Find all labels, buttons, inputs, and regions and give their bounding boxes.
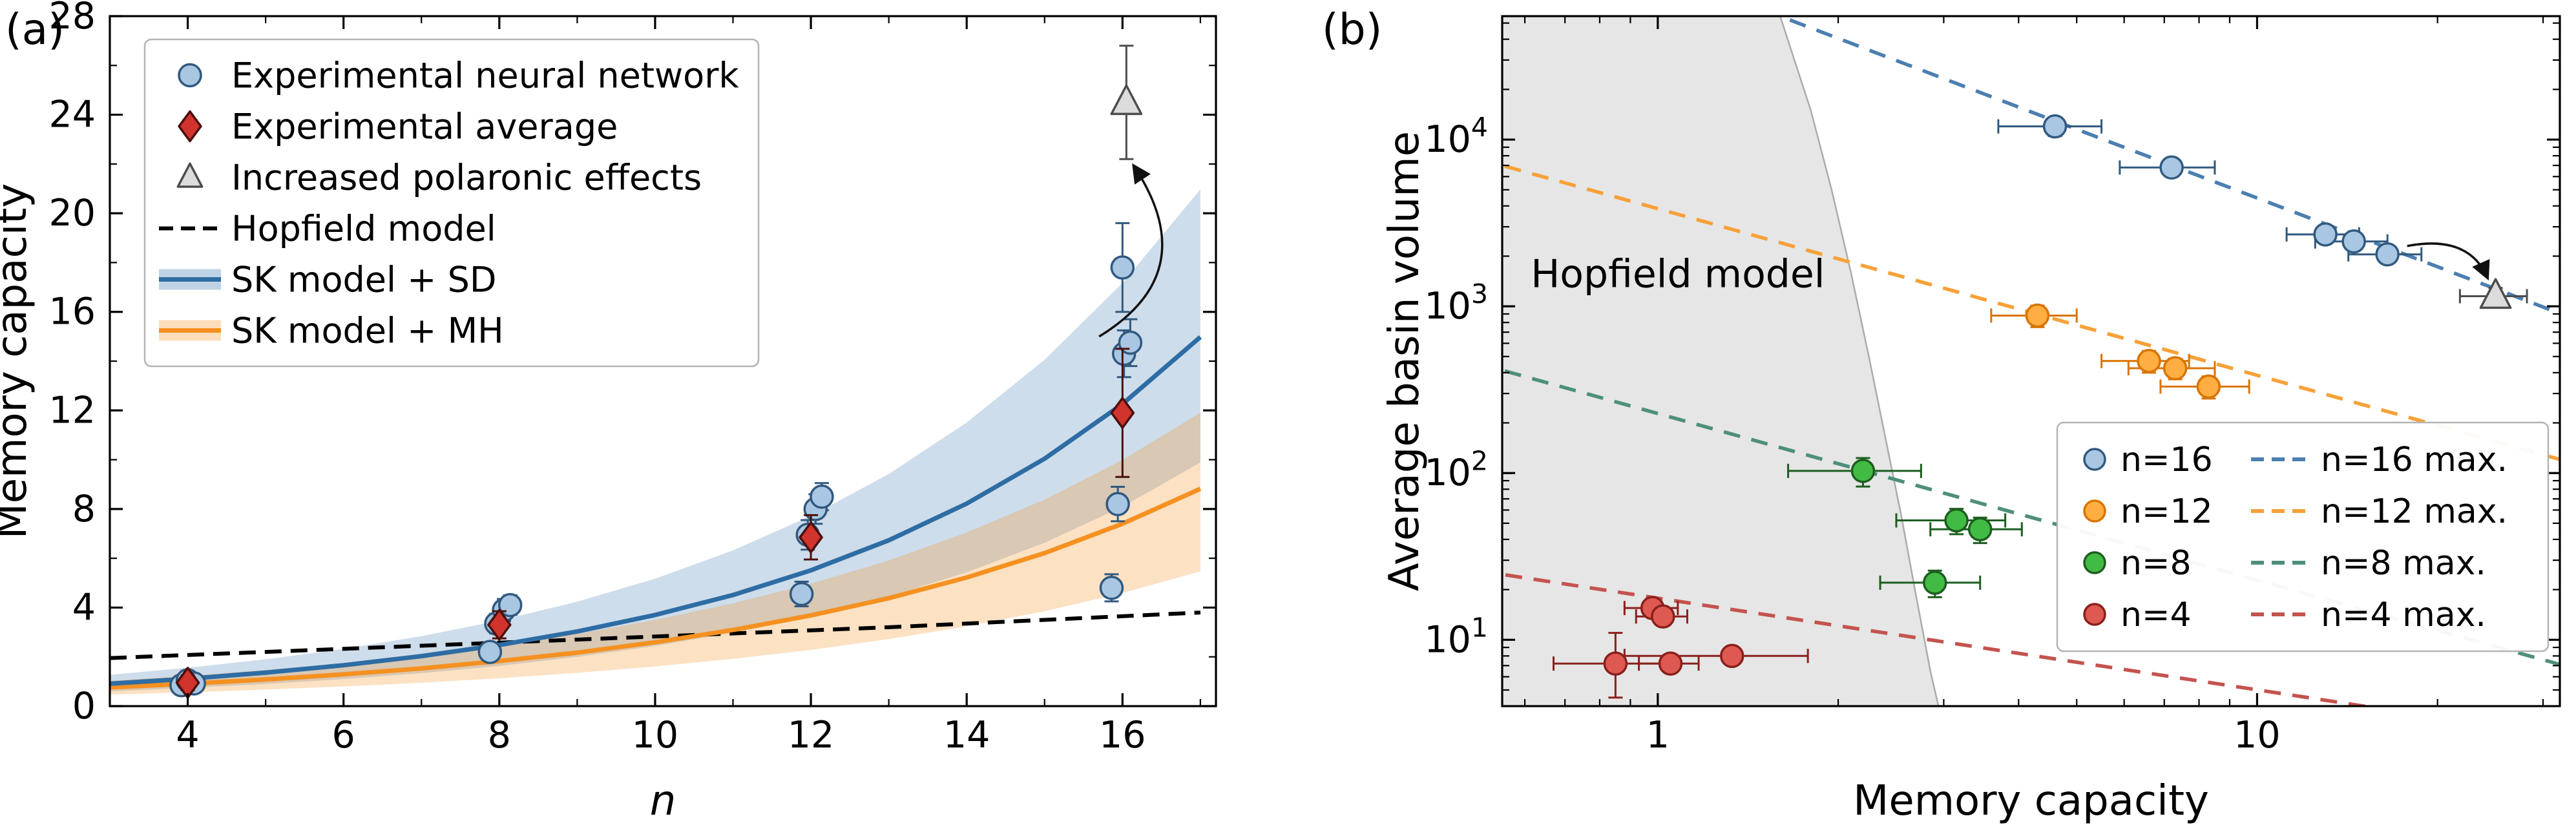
legend-item: SK model + SD	[159, 259, 496, 300]
legend: Experimental neural network Experimental …	[143, 38, 760, 368]
n8-points	[1787, 457, 2023, 598]
annotation-text: Hopfield model	[1531, 252, 1825, 297]
legend-item: n=4	[2083, 596, 2192, 634]
panel-a: 4 6 8 10 12 14 16 0 4 8 12 16 20 24 28 n Memory capacity…	[0, 0, 1217, 825]
svg-text:16: 16	[1099, 714, 1146, 757]
legend-label: Increased polaronic effects	[231, 157, 702, 198]
legend-item: n=16	[2083, 441, 2213, 479]
svg-text:12: 12	[788, 714, 835, 757]
sk-sd-band	[110, 189, 1200, 692]
y-axis-label: Memory capacity	[0, 183, 36, 539]
x-axis-label: n	[650, 777, 676, 825]
legend-item: Increased polaronic effects	[176, 157, 702, 198]
axes	[1501, 15, 2561, 707]
polaronic-triangle-point	[2458, 278, 2528, 309]
y-axis-label: Average basin volume	[1381, 131, 1429, 591]
legend-item: n=8 max.	[2251, 544, 2486, 583]
annotations	[1098, 163, 1164, 338]
svg-text:101: 101	[1424, 612, 1488, 661]
legend-item: n=16 max.	[2251, 441, 2508, 479]
legend-label: n=12 max.	[2321, 492, 2508, 531]
svg-text:20: 20	[48, 192, 96, 235]
x-axis-label: Memory capacity	[1853, 777, 2209, 825]
polaronic-triangle-point	[1110, 45, 1143, 160]
sk-mh-line	[110, 486, 1202, 690]
legend-item: Hopfield model	[159, 208, 496, 249]
sk-mh-band	[110, 412, 1200, 695]
axes-frame	[109, 15, 1217, 707]
tick-labels: 4 6 8 10 12 14 16 0 4 8 12 16 20 24 28	[48, 0, 1146, 757]
legend-box	[143, 38, 760, 368]
axes	[109, 15, 1217, 707]
legend-label: Hopfield model	[231, 208, 496, 249]
legend-item: SK model + MH	[159, 310, 504, 351]
annotation-arrow	[2407, 242, 2490, 281]
legend-label: n=8 max.	[2321, 544, 2486, 583]
svg-text:104: 104	[1424, 112, 1488, 161]
svg-text:0: 0	[72, 685, 96, 727]
hopfield-region	[1502, 16, 1939, 706]
legend-label: n=12	[2120, 492, 2213, 531]
legend-label: n=8	[2120, 544, 2192, 583]
svg-text:12: 12	[48, 389, 96, 432]
svg-text:24: 24	[48, 94, 96, 136]
panel-b-tag: (b)	[1322, 5, 1382, 54]
legend-item: Experimental neural network	[178, 55, 739, 96]
svg-text:4: 4	[72, 586, 96, 629]
svg-text:103: 103	[1424, 278, 1488, 328]
plot-area	[1502, 16, 2560, 706]
legend-item: n=4 max.	[2251, 596, 2486, 634]
legend-label: SK model + SD	[231, 259, 496, 300]
svg-text:28: 28	[48, 0, 96, 37]
svg-text:10: 10	[632, 714, 679, 757]
annotation-arrow	[1098, 163, 1164, 338]
legend-label: Experimental average	[231, 106, 618, 147]
experimental-average-points	[175, 348, 1135, 699]
legend-label: n=16 max.	[2321, 441, 2508, 479]
panel-b: Hopfield model 1 10 101 102 103 104 Memory capa…	[1381, 15, 2561, 825]
svg-text:102: 102	[1424, 445, 1488, 494]
n16-points	[1997, 114, 2423, 267]
legend-item: n=8	[2083, 544, 2192, 583]
svg-text:10: 10	[2234, 714, 2281, 757]
svg-text:4: 4	[176, 714, 199, 757]
axes-frame	[1501, 15, 2561, 707]
legend-label: n=4 max.	[2321, 596, 2486, 634]
svg-text:8: 8	[488, 714, 511, 757]
plot-area	[110, 45, 1202, 699]
svg-text:16: 16	[48, 291, 96, 333]
panel-a-tag: (a)	[5, 5, 65, 54]
annotations: Hopfield model	[1531, 242, 2490, 297]
svg-text:6: 6	[332, 714, 355, 757]
legend-item: Experimental average	[178, 106, 618, 147]
legend-item: n=12 max.	[2251, 492, 2508, 531]
svg-text:8: 8	[72, 488, 96, 530]
svg-text:14: 14	[943, 714, 990, 757]
n12-points	[1990, 303, 2250, 400]
n4-points	[1553, 596, 1809, 699]
hopfield-region-edge	[1779, 16, 1940, 706]
legend-label: SK model + MH	[231, 310, 504, 351]
legend-label: Experimental neural network	[231, 55, 739, 96]
tick-labels: 1 10 101 102 103 104	[1424, 112, 2280, 757]
n12-max-line	[1502, 163, 2560, 462]
legend: n=16 n=12 n=8 n=4 n=16 max. n=12 max. n=8 max.…	[2056, 421, 2550, 653]
svg-text:1: 1	[1646, 714, 1670, 757]
legend-label: n=4	[2120, 596, 2192, 634]
legend-label: n=16	[2120, 441, 2213, 479]
legend-box	[2056, 421, 2550, 653]
hopfield-model-line	[110, 611, 1201, 660]
legend-item: n=12	[2083, 492, 2213, 531]
sk-sd-line	[110, 335, 1202, 686]
